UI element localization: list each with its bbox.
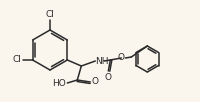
Text: O: O: [91, 78, 98, 86]
Text: O: O: [118, 54, 125, 63]
Text: NH: NH: [95, 57, 109, 65]
Text: Cl: Cl: [46, 10, 54, 19]
Text: Cl: Cl: [13, 55, 22, 64]
Text: HO: HO: [53, 79, 66, 88]
Text: O: O: [105, 73, 112, 82]
